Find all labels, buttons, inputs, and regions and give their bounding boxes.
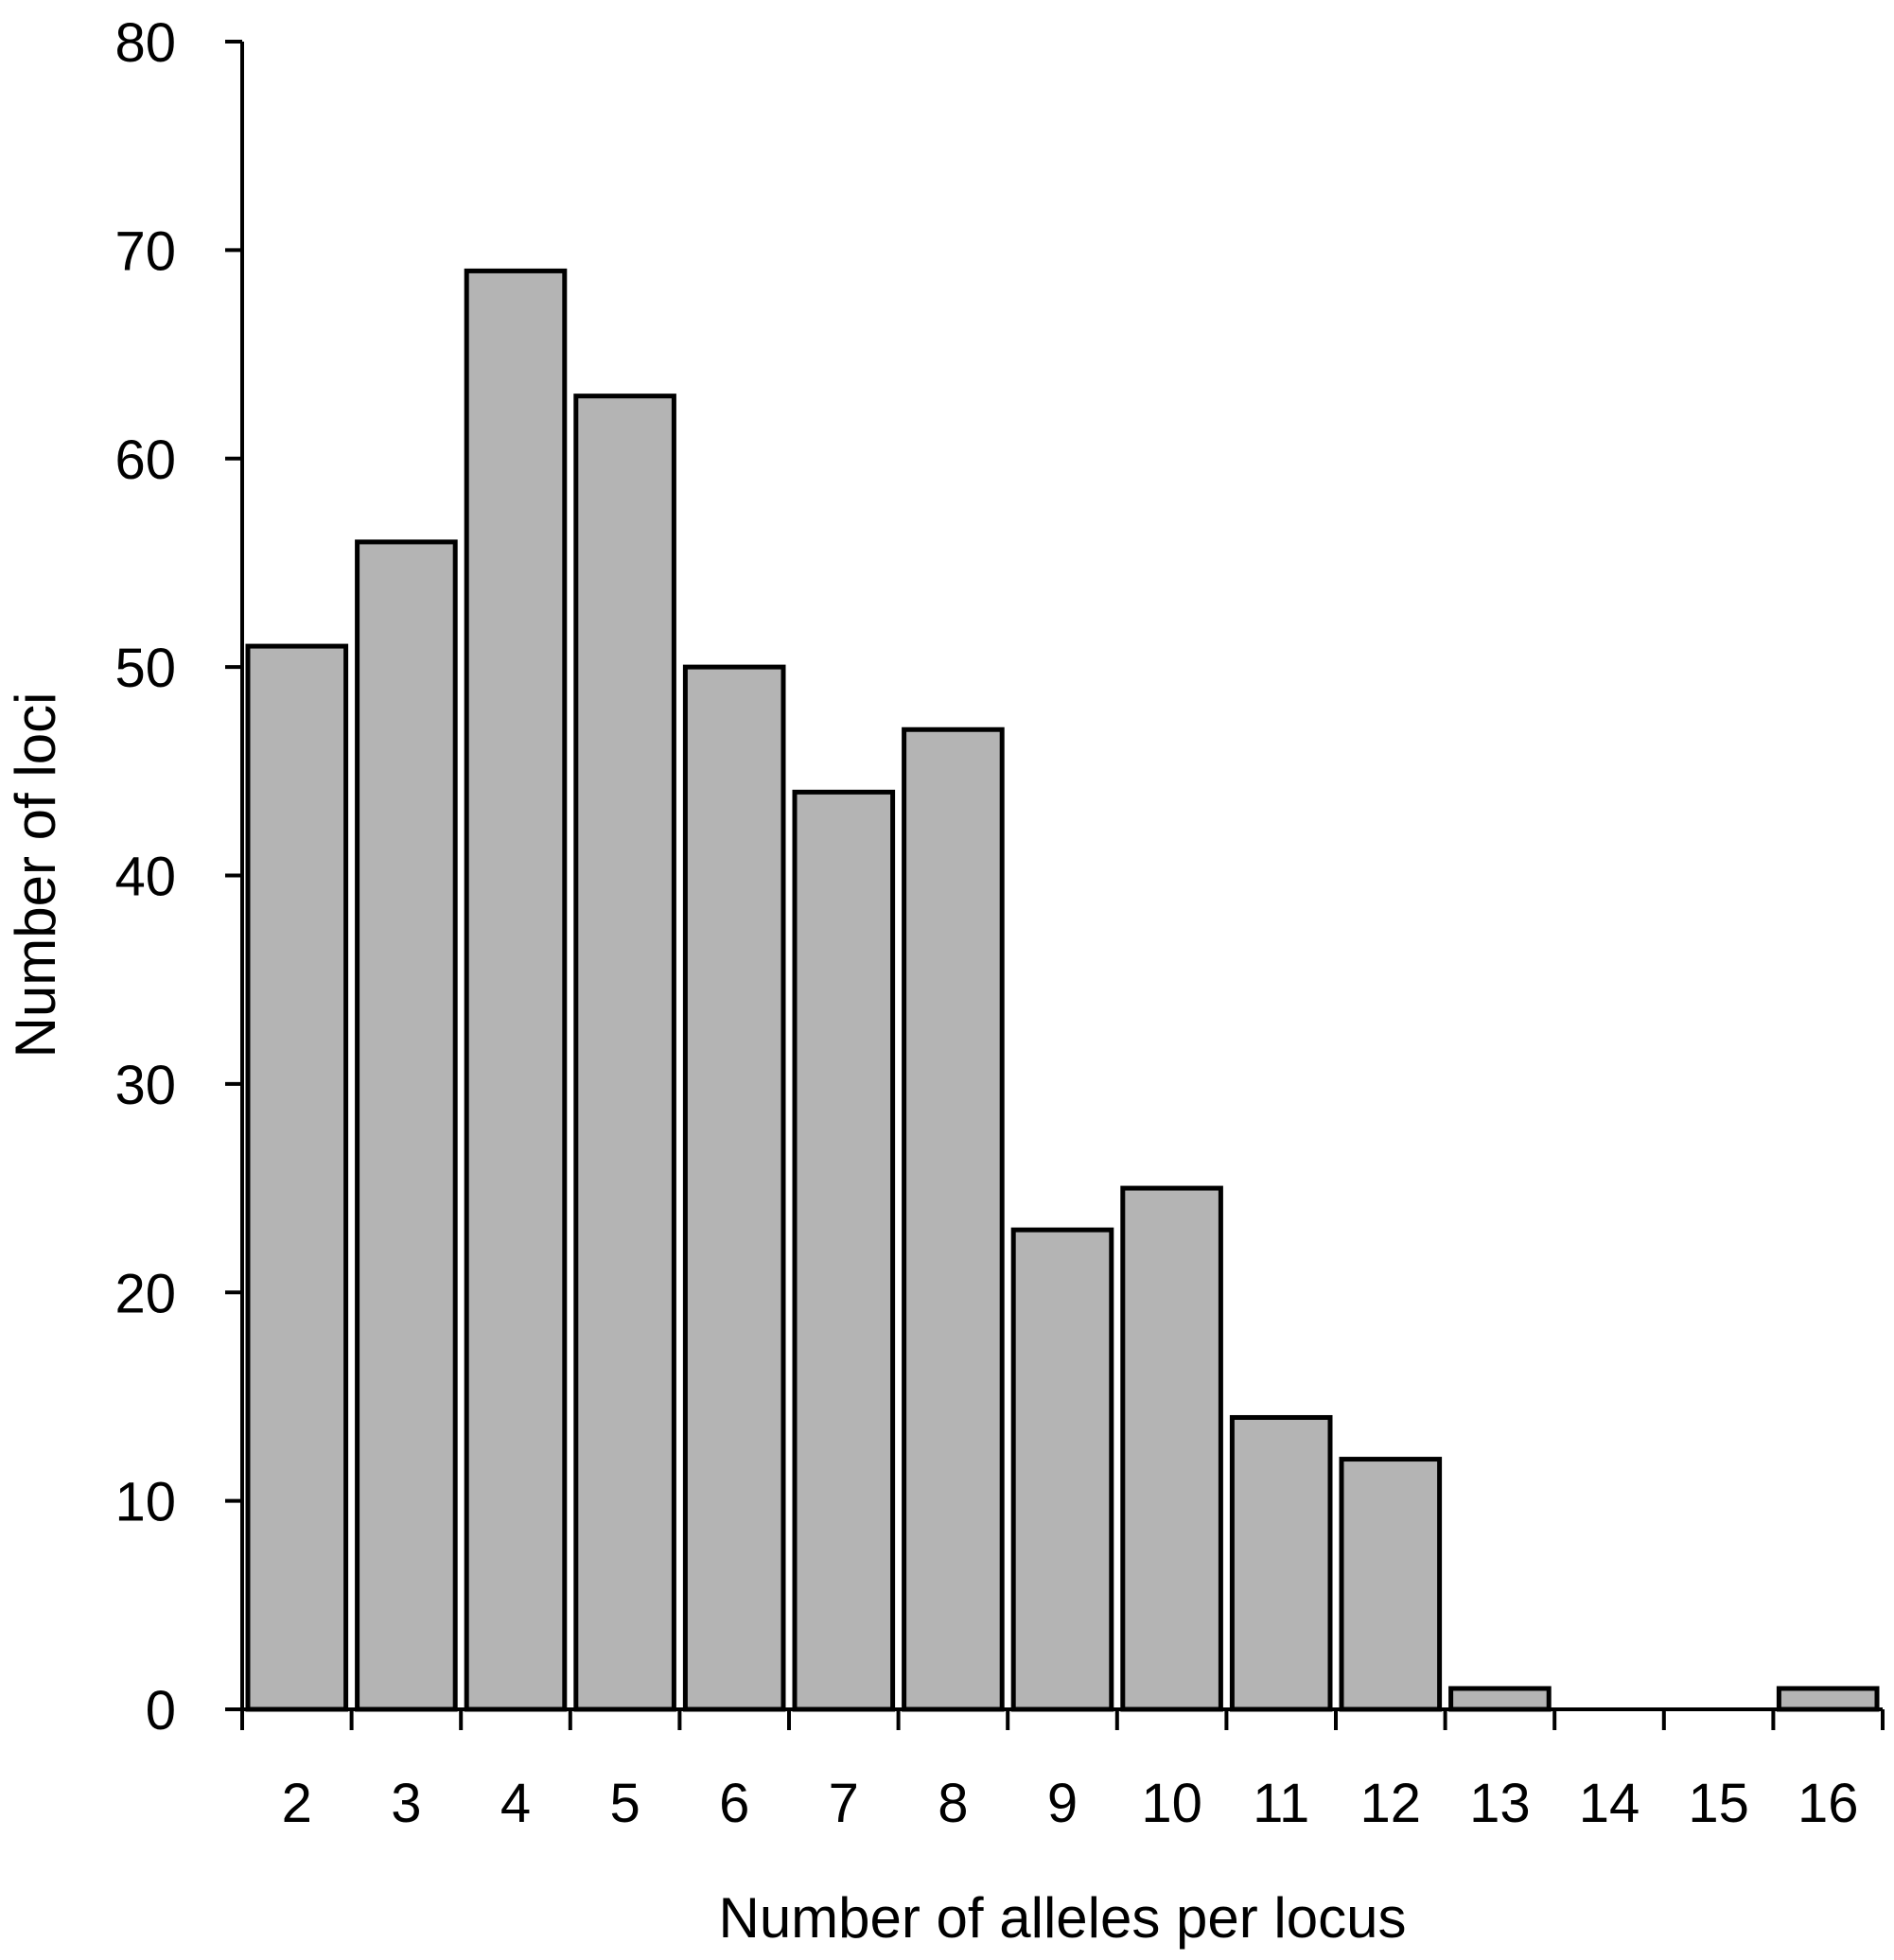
bar: [355, 539, 458, 1712]
bar: [792, 789, 896, 1712]
y-axis-ticks: 0 10 20 30 40 50 60 70 80: [114, 12, 242, 1741]
bar: [1339, 1457, 1443, 1712]
y-tick-label: 0: [146, 1680, 176, 1741]
x-tick-label: 10: [1141, 1773, 1202, 1834]
x-tick-label: 13: [1469, 1773, 1531, 1834]
x-axis-title: Number of alleles per locus: [718, 1886, 1406, 1950]
x-tick-label: 16: [1798, 1773, 1859, 1834]
x-tick-label: 11: [1253, 1773, 1309, 1834]
x-tick-label: 4: [500, 1773, 531, 1834]
x-tick-label: 6: [719, 1773, 749, 1834]
y-tick-label: 30: [114, 1055, 176, 1116]
bar: [245, 643, 349, 1712]
x-tick-label: 5: [609, 1773, 640, 1834]
bar: [1120, 1185, 1223, 1712]
y-tick-label: 70: [114, 220, 176, 282]
x-tick-label: 9: [1047, 1773, 1078, 1834]
bar: [1010, 1227, 1114, 1712]
x-axis-ticks: 2 3 4 5 6 7 8 9 10 11 12 13 14 15 16: [240, 1709, 1885, 1834]
x-tick-label: 8: [938, 1773, 968, 1834]
bar: [682, 664, 786, 1712]
bar: [464, 268, 568, 1712]
bar: [1229, 1414, 1333, 1712]
bar: [1448, 1686, 1552, 1712]
bar: [1776, 1686, 1880, 1712]
x-tick-label: 15: [1688, 1773, 1749, 1834]
bars-group: [245, 268, 1880, 1712]
x-tick-label: 12: [1360, 1773, 1422, 1834]
bar: [573, 394, 676, 1712]
y-axis-title: Number of loci: [4, 692, 67, 1059]
y-tick-label: 10: [114, 1472, 176, 1533]
x-tick-label: 7: [829, 1773, 859, 1834]
x-tick-label: 14: [1579, 1773, 1640, 1834]
bar: [902, 726, 1005, 1712]
y-tick-label: 60: [114, 429, 176, 491]
y-tick-label: 80: [114, 12, 176, 74]
y-tick-label: 50: [114, 638, 176, 699]
y-tick-label: 40: [114, 847, 176, 908]
x-tick-label: 3: [391, 1773, 421, 1834]
x-tick-label: 2: [282, 1773, 312, 1834]
y-tick-label: 20: [114, 1263, 176, 1324]
